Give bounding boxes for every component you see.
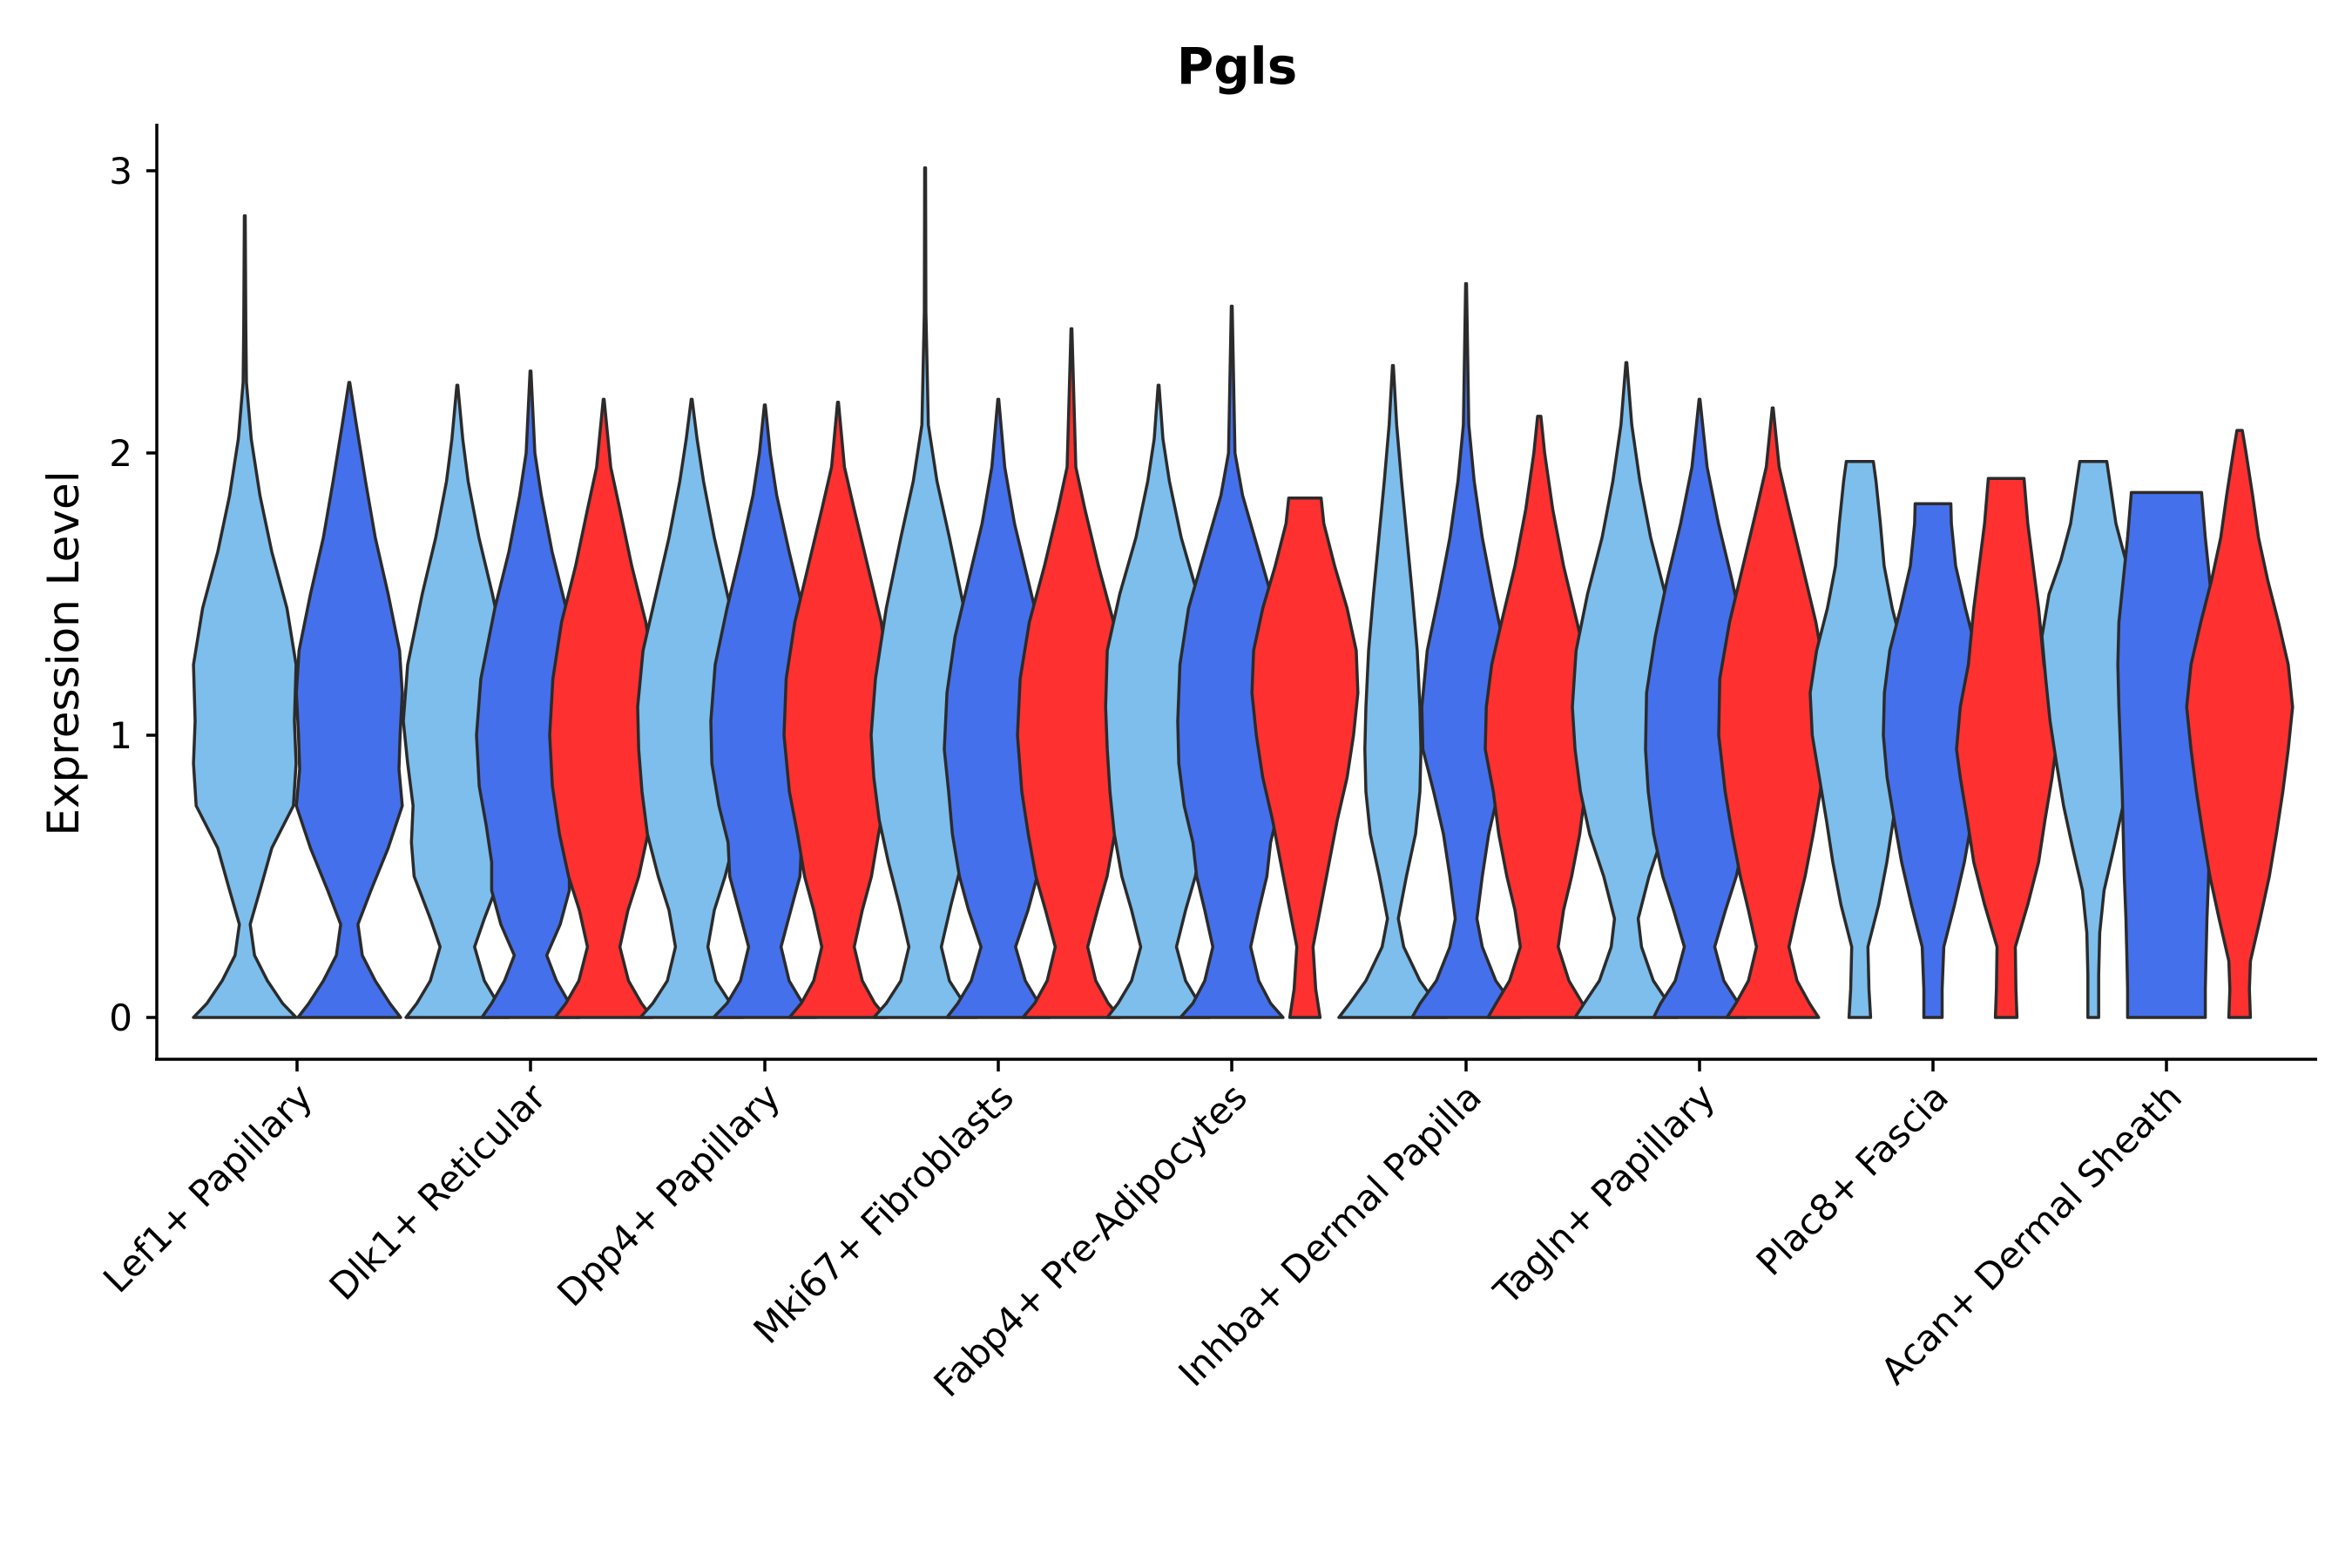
violin-9-c <box>2185 429 2295 1019</box>
y-tick-label: 0 <box>109 997 132 1039</box>
violin-8-c <box>1955 476 2058 1019</box>
violin-7-b <box>1644 397 1755 1019</box>
y-tick-label: 3 <box>109 150 132 193</box>
y-tick-label: 2 <box>109 432 132 475</box>
violin-7-c <box>1717 406 1828 1019</box>
x-tick-label: Mki67+ Fibroblasts <box>746 1075 1022 1351</box>
violin-5-b <box>1176 304 1288 1019</box>
violin-1-a <box>192 214 298 1019</box>
x-tick-label: Tagln+ Papillary <box>1485 1075 1723 1313</box>
x-tick-label: Plac8+ Fascia <box>1748 1075 1957 1283</box>
violin-3-c <box>782 400 894 1019</box>
chart-title: Pgls <box>1177 37 1297 96</box>
violin-1-b <box>294 381 404 1019</box>
x-tick-label: Dpp4+ Papillary <box>549 1075 788 1315</box>
violin-layer <box>192 166 2295 1019</box>
axes-layer <box>155 124 2317 1061</box>
violin-2-c <box>548 397 659 1019</box>
violin-7-a <box>1571 361 1682 1019</box>
violin-5-c <box>1250 497 1360 1019</box>
violin-6-a <box>1337 363 1449 1019</box>
y-axis-title: Expression Level <box>38 470 89 835</box>
y-tick-label: 1 <box>109 714 132 757</box>
y-ticks: 0 1 2 3 <box>109 150 157 1039</box>
x-tick-label: Lef1+ Papillary <box>95 1075 321 1301</box>
violin-4-c <box>1016 327 1127 1019</box>
x-tick-label: Dlk1+ Reticular <box>321 1075 555 1308</box>
violin-3-b <box>709 403 821 1019</box>
violin-6-b <box>1410 281 1522 1019</box>
violin-6-c <box>1484 415 1595 1019</box>
